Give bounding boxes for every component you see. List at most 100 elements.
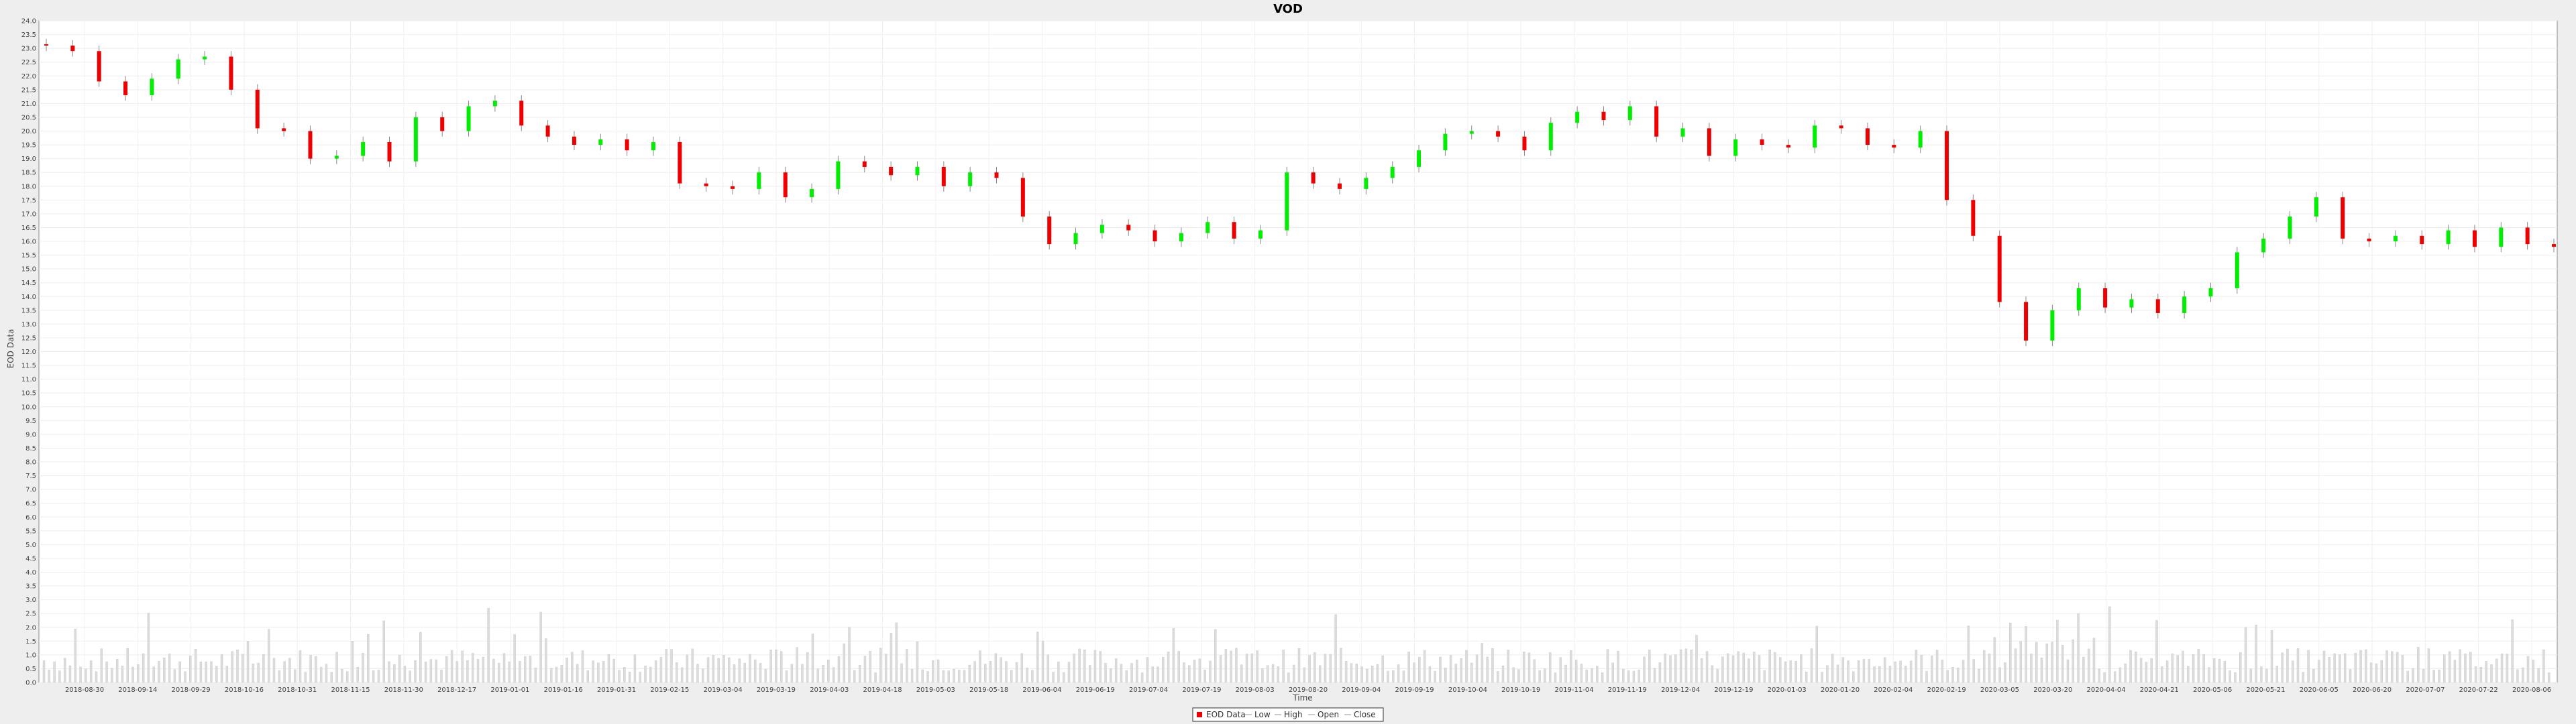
- candle-body: [1443, 133, 1448, 151]
- candle-body: [598, 139, 603, 145]
- volume-bar: [152, 666, 155, 683]
- volume-bar: [1873, 666, 1876, 683]
- volume-bar: [801, 664, 804, 683]
- volume-bar: [2082, 656, 2085, 683]
- volume-bar: [257, 662, 260, 683]
- volume-bar: [1648, 650, 1651, 683]
- x-tick-label: 2019-04-03: [810, 686, 849, 694]
- volume-bar: [1721, 656, 1724, 683]
- candle-body: [915, 166, 920, 176]
- volume-bar: [1136, 660, 1138, 683]
- volume-bar: [706, 657, 710, 683]
- volume-bar: [1355, 664, 1358, 683]
- y-tick-label: 1.5: [25, 638, 36, 646]
- volume-bar: [2506, 654, 2509, 683]
- volume-bar: [607, 654, 610, 683]
- volume-bar: [1533, 659, 1536, 683]
- volume-bar: [1261, 668, 1264, 683]
- volume-bar: [1606, 649, 1609, 683]
- x-tick-label: 2020-07-22: [2459, 686, 2498, 694]
- volume-bar: [1110, 668, 1112, 683]
- y-tick-label: 12.0: [21, 349, 36, 356]
- volume-bar: [1344, 660, 1348, 683]
- volume-bar: [1031, 670, 1034, 683]
- volume-bar: [2542, 649, 2545, 683]
- candle-body: [1152, 230, 1157, 241]
- volume-bar: [2417, 647, 2420, 683]
- volume-bar: [1847, 660, 1849, 683]
- volume-bar: [618, 670, 621, 683]
- volume-bar: [2202, 654, 2205, 683]
- volume-bar: [1475, 654, 1479, 683]
- volume-bar: [1057, 661, 1060, 683]
- candle-body: [308, 131, 313, 159]
- x-tick-label: 2019-08-20: [1289, 686, 1328, 694]
- volume-bar: [2072, 639, 2075, 683]
- x-tick-label: 2019-10-19: [1501, 686, 1540, 694]
- volume-bar: [560, 665, 564, 683]
- x-tick-label: 2020-06-05: [2300, 686, 2339, 694]
- legend-item-label: Close: [1354, 710, 1376, 719]
- volume-bar: [472, 653, 474, 683]
- volume-bar: [900, 663, 903, 683]
- candle-body: [1338, 183, 1342, 189]
- volume-bar: [602, 661, 605, 683]
- candle-body: [2446, 230, 2451, 245]
- candle-body: [1522, 136, 1527, 151]
- volume-bar: [1428, 666, 1432, 683]
- volume-bar: [545, 638, 547, 683]
- candle-body: [1020, 178, 1025, 217]
- y-tick-label: 18.5: [21, 170, 36, 177]
- volume-bar: [1297, 648, 1301, 683]
- x-tick-label: 2019-10-04: [1448, 686, 1487, 694]
- candle-body: [651, 141, 655, 151]
- volume-bar: [1727, 653, 1729, 683]
- candle-body: [2129, 299, 2134, 308]
- candle-body: [1760, 139, 1764, 145]
- volume-bar: [1805, 672, 1808, 683]
- volume-bar: [1742, 652, 1745, 683]
- volume-bar: [1350, 663, 1353, 683]
- y-tick-label: 0.5: [25, 666, 36, 673]
- volume-bar: [121, 665, 124, 683]
- volume-bar: [848, 627, 851, 683]
- x-tick-label: 2020-03-20: [2033, 686, 2072, 694]
- volume-bar: [95, 671, 98, 683]
- volume-bar: [1836, 664, 1839, 683]
- candle-body: [2552, 244, 2556, 247]
- volume-bar: [2328, 657, 2331, 683]
- volume-bar: [1329, 654, 1332, 683]
- candle-body: [1601, 111, 1606, 121]
- volume-bar: [785, 670, 788, 683]
- candle-body: [97, 51, 101, 82]
- volume-bar: [1878, 666, 1881, 683]
- volume-bar: [686, 654, 689, 683]
- volume-bar: [1831, 654, 1834, 683]
- volume-bar: [2150, 658, 2153, 683]
- x-tick-label: 2020-04-21: [2140, 686, 2179, 694]
- volume-bar: [1470, 662, 1473, 683]
- volume-bar: [1067, 662, 1071, 683]
- y-tick-label: 17.0: [21, 210, 36, 218]
- volume-bar: [932, 660, 934, 683]
- volume-bar: [1570, 650, 1572, 683]
- x-tick-label: 2018-10-31: [278, 686, 317, 694]
- x-tick-label: 2018-11-30: [384, 686, 423, 694]
- candle-body: [836, 161, 841, 189]
- volume-bar: [1622, 668, 1625, 683]
- legend-item-label: Open: [1318, 710, 1339, 719]
- volume-bar: [513, 634, 516, 683]
- volume-bar: [2495, 658, 2498, 683]
- volume-bar: [2286, 648, 2289, 683]
- x-tick-label: 2020-02-19: [1927, 686, 1966, 694]
- volume-bar: [1962, 660, 1965, 683]
- volume-bar: [1099, 651, 1102, 683]
- volume-bar: [1240, 664, 1243, 683]
- y-tick-label: 19.5: [21, 142, 36, 149]
- candle-body: [334, 156, 339, 159]
- legend-item-label: EOD Data: [1206, 710, 1246, 719]
- y-tick-label: 10.5: [21, 390, 36, 398]
- volume-bar: [2118, 667, 2122, 683]
- volume-bar: [1062, 672, 1065, 683]
